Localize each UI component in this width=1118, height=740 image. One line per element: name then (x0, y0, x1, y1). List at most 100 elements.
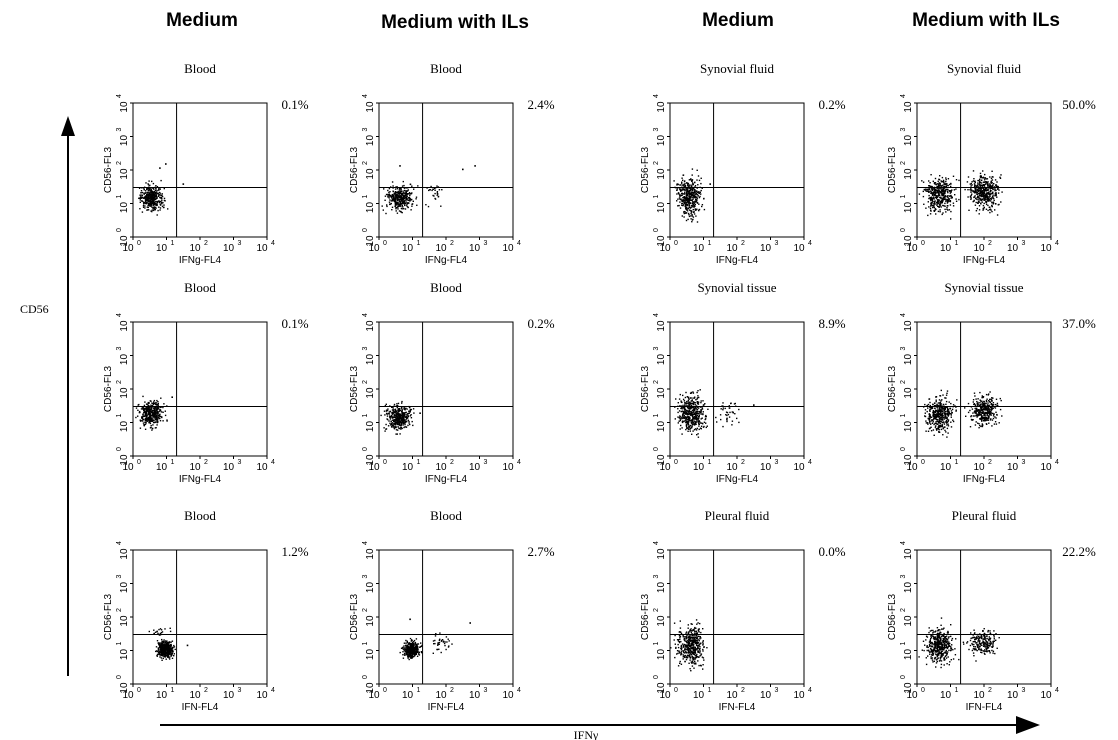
event-dot (137, 409, 139, 411)
event-dot (397, 190, 399, 193)
event-dot (691, 213, 693, 216)
event-dot (997, 188, 999, 190)
event-dot (991, 399, 993, 402)
event-dot (148, 202, 151, 205)
event-dot (146, 191, 149, 194)
event-dot (933, 413, 935, 416)
event-dot (981, 403, 983, 405)
event-dot (145, 197, 147, 199)
event-dot (988, 193, 991, 195)
event-dot (922, 195, 925, 198)
event-dot (939, 184, 942, 186)
event-dot (688, 195, 690, 197)
event-dot (945, 400, 948, 403)
event-dot (943, 408, 945, 410)
event-dot (989, 401, 991, 404)
event-dot (143, 196, 146, 198)
event-dot (682, 174, 685, 176)
event-dot (705, 415, 707, 418)
event-dot (946, 416, 948, 419)
event-dot (992, 417, 995, 420)
event-dot (391, 406, 394, 408)
event-dot (703, 197, 705, 200)
event-dot (941, 193, 944, 196)
event-dot (976, 413, 978, 415)
event-dot (945, 199, 947, 201)
event-dot (406, 408, 408, 410)
event-dot (933, 203, 935, 205)
event-dot (394, 197, 397, 200)
event-dot (940, 400, 942, 402)
event-dot (945, 417, 947, 420)
event-dot (969, 409, 971, 412)
event-dot (936, 200, 939, 203)
event-dot (994, 195, 996, 197)
event-dot (397, 197, 399, 199)
event-dot (697, 401, 700, 403)
panel-r2-c1-xtick-label: 10 (223, 462, 235, 473)
event-dot (679, 428, 681, 430)
event-dot (686, 423, 688, 425)
event-dot (689, 416, 691, 418)
event-dot (397, 424, 400, 426)
event-dot (403, 652, 406, 655)
event-dot (680, 416, 682, 418)
event-dot (147, 206, 149, 209)
event-dot (729, 411, 731, 414)
event-dot (947, 425, 950, 427)
event-dot (693, 420, 696, 422)
event-dot (389, 203, 391, 206)
event-dot (400, 203, 402, 205)
panel-r2-c2-percent: 0.2% (527, 316, 554, 331)
panel-r2-c1-xtick-label: 10 (189, 462, 201, 473)
event-dot (931, 204, 933, 207)
event-dot (160, 411, 163, 413)
event-dot (938, 182, 940, 184)
event-dot (148, 186, 150, 188)
panel-r1-c3-events (673, 168, 711, 223)
event-dot (944, 196, 946, 198)
event-dot (995, 398, 998, 400)
event-dot (689, 193, 692, 195)
event-dot (984, 177, 986, 179)
event-dot (462, 168, 464, 171)
event-dot (698, 179, 701, 182)
event-dot (682, 200, 684, 202)
event-dot (403, 647, 406, 649)
event-dot (936, 407, 939, 409)
event-dot (412, 408, 415, 410)
event-dot (999, 176, 1001, 178)
event-dot (404, 409, 406, 411)
event-dot (930, 420, 932, 422)
panel-r1-c2-ytick-label: 10 (365, 235, 376, 247)
event-dot (955, 200, 958, 202)
event-dot (982, 408, 984, 411)
event-dot (689, 207, 692, 209)
event-dot (151, 198, 153, 200)
event-dot (938, 422, 940, 424)
event-dot (940, 206, 942, 208)
panel-r2-c1-ytick-label: 10 (119, 387, 130, 399)
event-dot (976, 416, 978, 418)
event-dot (149, 407, 151, 409)
event-dot (410, 199, 412, 201)
event-dot (695, 415, 697, 417)
event-dot (944, 195, 947, 197)
event-dot (412, 642, 415, 645)
event-dot (147, 184, 150, 186)
event-dot (722, 409, 724, 411)
event-dot (950, 413, 952, 415)
event-dot (145, 182, 147, 184)
panel-r2-c4-frame (916, 321, 1052, 457)
event-dot (386, 205, 388, 208)
event-dot (689, 406, 691, 408)
event-dot (991, 406, 993, 408)
event-dot (416, 648, 418, 650)
event-dot (691, 419, 693, 422)
panel-r3-c1-events (148, 627, 189, 661)
event-dot (407, 424, 409, 427)
event-dot (976, 184, 979, 187)
event-dot (981, 184, 984, 186)
event-dot (974, 190, 976, 192)
event-dot (936, 188, 938, 190)
